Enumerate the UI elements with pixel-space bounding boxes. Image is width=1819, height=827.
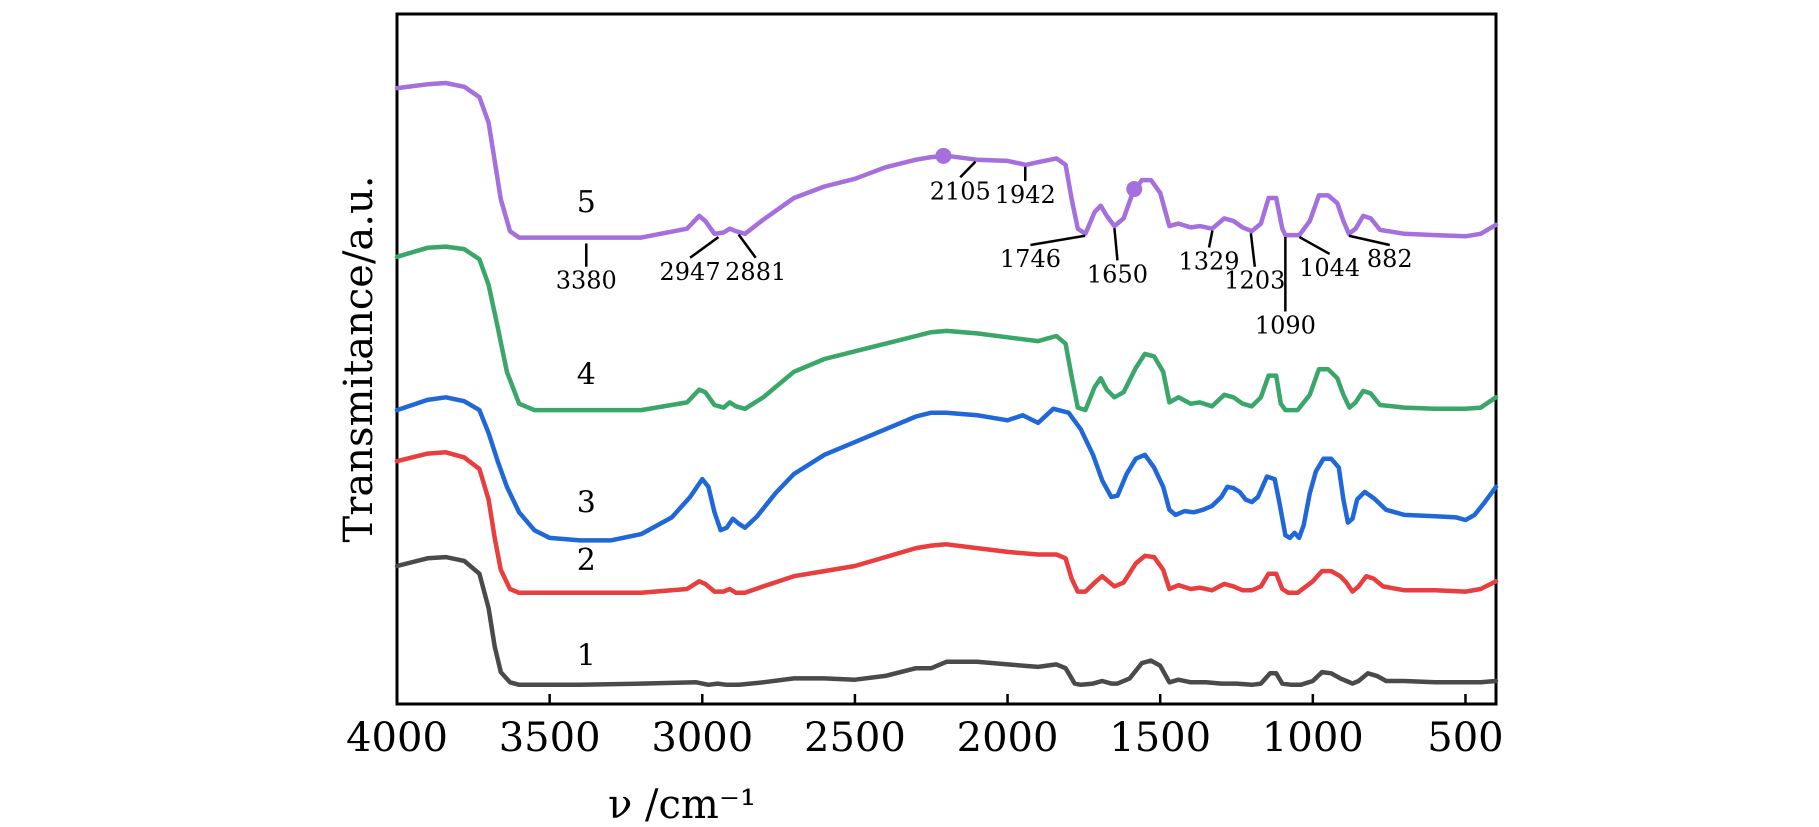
annotation-label-882: 882 [1367,245,1413,273]
series-label-3: 3 [577,485,596,520]
series-label-1: 1 [577,639,596,674]
x-axis-title: ν /cm⁻¹ [608,782,756,827]
annotation-leader-1650 [1113,227,1119,261]
annotation-label-1746: 1746 [1000,245,1061,273]
series-line-2 [394,450,1499,596]
plot-frame [395,12,1498,706]
x-tick-label-1000: 1000 [1262,715,1364,761]
annotation-leader-1203 [1249,233,1257,267]
x-tick-label-500: 500 [1427,715,1503,761]
annotation-label-1650: 1650 [1087,260,1148,288]
marker-point-2 [1126,181,1143,198]
annotation-leader-2881 [737,233,757,259]
annotation-label-1942: 1942 [995,181,1056,209]
x-tick-label-3000: 3000 [651,715,753,761]
annotation-leader-1044 [1298,235,1331,256]
x-tick-label-3500: 3500 [499,715,601,761]
annotation-label-1203: 1203 [1224,267,1285,295]
x-axis: 4000 3500 3000 2500 2000 1500 1000 500 [346,694,1504,761]
series-line-1 [394,554,1499,688]
annotation-leader-1329 [1207,230,1214,248]
x-tick-label-4000: 4000 [346,715,448,761]
marker-point-1 [935,147,952,164]
x-tick-label-2500: 2500 [804,715,906,761]
series-line-3 [394,395,1499,543]
marker-group [935,147,1143,198]
x-tick-label-1500: 1500 [1109,715,1211,761]
annotation-label-2105: 2105 [930,177,991,205]
annotation-label-2881: 2881 [725,258,786,286]
curve-label-group: 1 2 3 4 5 [577,185,596,674]
series-line-5 [394,80,1499,240]
series-group [394,80,1499,688]
series-label-5: 5 [577,185,596,220]
series-line-4 [394,244,1499,413]
annotation-label-1044: 1044 [1299,254,1360,282]
annotation-label-3380: 3380 [556,267,617,295]
annotation-leader-2947 [689,236,720,259]
series-label-2: 2 [577,543,596,578]
annotation-leader-1746 [1030,234,1086,247]
y-axis-title: Transmitance/a.u. [336,176,382,543]
annotation-leader-2105 [959,160,977,179]
annotation-label-1090: 1090 [1255,311,1316,339]
annotation-leader-882 [1348,234,1391,247]
series-label-4: 4 [577,358,596,393]
x-tick-label-2000: 2000 [957,715,1059,761]
annotation-label-2947: 2947 [660,258,721,286]
annotation-label-1329: 1329 [1178,248,1239,276]
